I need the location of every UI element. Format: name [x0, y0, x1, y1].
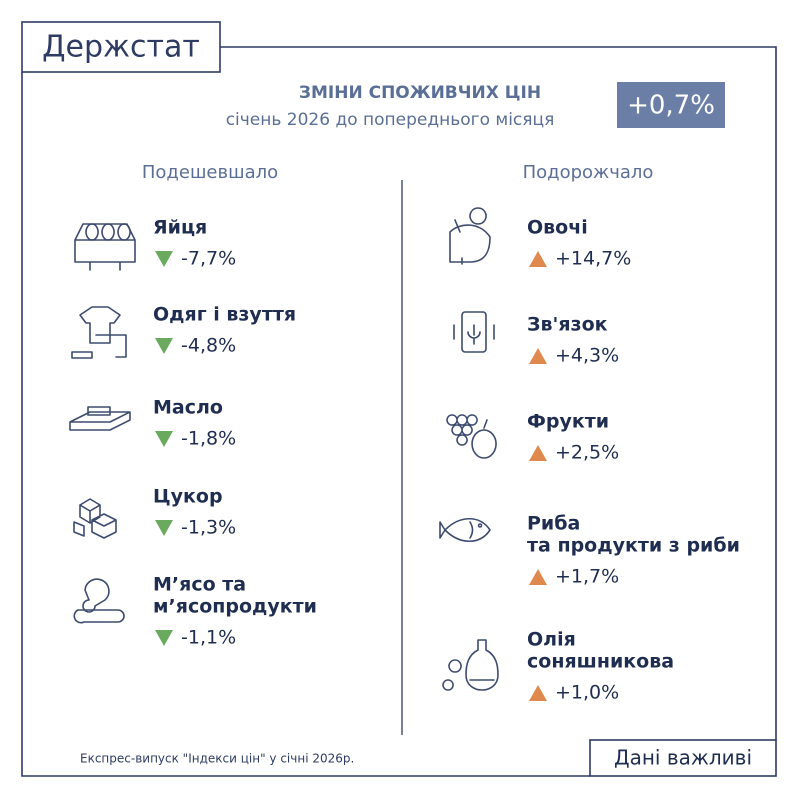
total: +0,7%: [627, 91, 715, 121]
icon-eggs-detail: [85, 223, 131, 241]
item-label: Фрукти: [527, 411, 609, 433]
item-label: Олія: [527, 629, 576, 651]
icon-eggs: [74, 223, 136, 271]
down-arrow: [155, 251, 173, 267]
down-arrow: [155, 431, 173, 447]
item-label: Яйця: [153, 217, 207, 239]
item-change: +2,5%: [555, 442, 619, 464]
item-change: -7,7%: [181, 248, 236, 270]
icon-phone: [453, 311, 495, 353]
left-heading: Подешевшало: [142, 162, 278, 183]
right-heading: Подорожчало: [523, 162, 654, 183]
icon-sugar: [73, 498, 117, 539]
item-change: +4,3%: [555, 345, 619, 367]
up-arrow: [529, 445, 547, 461]
icon-clothes: [71, 306, 127, 359]
icon-fruits: [446, 414, 497, 459]
up-arrow: [529, 348, 547, 364]
logo: Держстат: [42, 30, 200, 65]
icon-meat: [73, 578, 125, 624]
item-label: Зв'язок: [527, 314, 608, 336]
icon-butter: [69, 406, 131, 431]
down-arrow: [155, 630, 173, 646]
up-arrow: [529, 569, 547, 585]
item-label: Овочі: [527, 217, 588, 239]
frame: [21, 21, 777, 777]
up-arrow: [529, 251, 547, 267]
item-change: -4,8%: [181, 335, 236, 357]
item-label: Одяг і взуття: [153, 304, 296, 326]
up-arrow: [529, 685, 547, 701]
item-label: м’ясопродукти: [153, 596, 317, 618]
item-label: та продукти з риби: [527, 535, 740, 557]
item-label: соняшникова: [527, 651, 674, 673]
item-change: -1,3%: [181, 517, 236, 539]
subtitle: січень 2026 до попереднього місяця: [226, 110, 555, 130]
item-change: -1,8%: [181, 428, 236, 450]
item-change: +1,7%: [555, 566, 619, 588]
item-change: -1,1%: [181, 627, 236, 649]
down-arrow: [155, 520, 173, 536]
item-label: Масло: [153, 397, 223, 419]
title: ЗМІНИ СПОЖИВЧИХ ЦІН: [299, 83, 541, 103]
icons: [69, 207, 499, 691]
footer-brand: Дані важливі: [614, 746, 752, 770]
icon-vegetables: [449, 207, 491, 265]
item-label: М’ясо та: [153, 574, 246, 596]
icon-oil: [442, 639, 499, 691]
item-change: +14,7%: [555, 248, 631, 270]
down-arrow: [155, 338, 173, 354]
item-label: Риба: [527, 513, 580, 535]
footer-note: Експрес-випуск "Індекси цін" у січні 202…: [80, 752, 354, 766]
item-label: Цукор: [153, 486, 223, 508]
item-change: +1,0%: [555, 682, 619, 704]
icon-fish: [439, 517, 491, 543]
total-box: [617, 82, 725, 128]
